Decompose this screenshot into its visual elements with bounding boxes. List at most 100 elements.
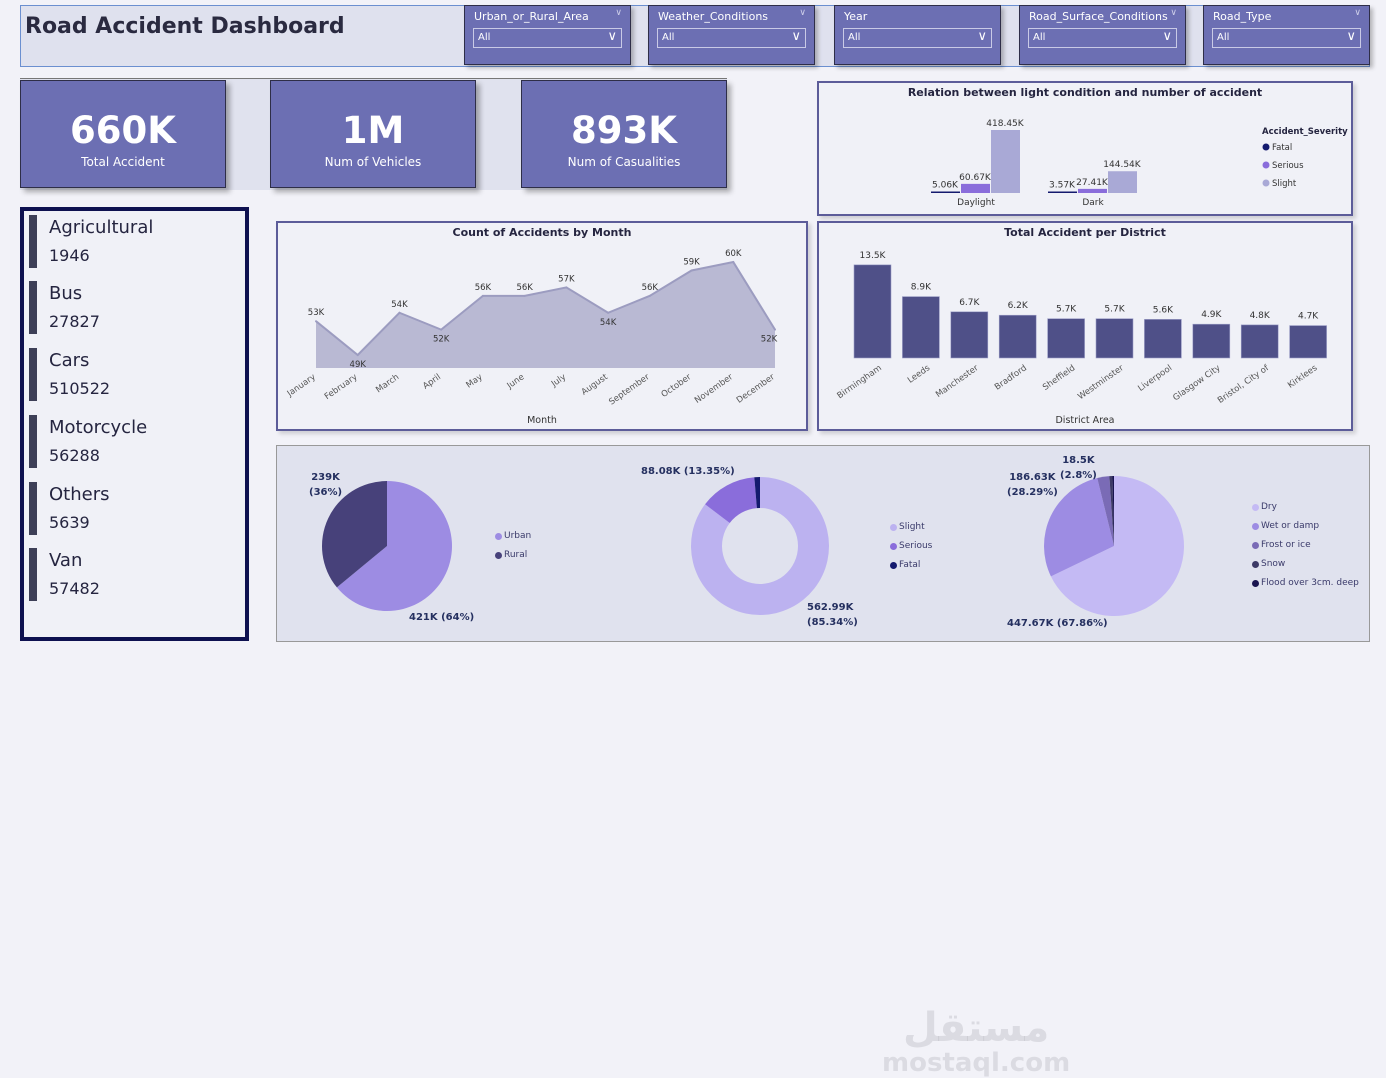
chevron-down-icon[interactable]: ∨ (1354, 8, 1361, 18)
x-tick-label: October (660, 372, 694, 400)
kpi-value: 660K (70, 109, 176, 152)
legend-urban[interactable]: Urban (495, 531, 531, 541)
slice-fatal (754, 477, 760, 509)
legend-label: Wet or damp (1261, 521, 1320, 531)
data-label: 418.45K (986, 119, 1024, 129)
vehicle-name: Bus (49, 283, 83, 304)
filter-road-surface[interactable]: Road_Surface_Conditions ∨ All ∨ (1019, 5, 1186, 65)
area-line (315, 260, 776, 357)
filter-weather[interactable]: Weather_Conditions ∨ All ∨ (648, 5, 815, 65)
accent-bar (29, 415, 37, 468)
data-point (607, 311, 610, 314)
legend-dot (495, 551, 502, 559)
filter-label: Road_Surface_Conditions (1029, 10, 1168, 23)
filter-road-type[interactable]: Road_Type ∨ All ∨ (1203, 5, 1370, 65)
legend-dry[interactable]: Dry (1252, 502, 1277, 512)
filter-select[interactable]: All ∨ (657, 28, 806, 48)
data-point (732, 261, 735, 264)
chevron-down-icon[interactable]: ∨ (799, 8, 806, 18)
vehicle-item: Bus 27827 (29, 281, 239, 341)
legend-rural[interactable]: Rural (495, 550, 527, 560)
filter-value: All (1217, 32, 1230, 43)
filter-select[interactable]: All ∨ (1212, 28, 1361, 48)
bar (853, 264, 892, 359)
vehicle-item: Cars 510522 (29, 348, 239, 408)
light-condition-chart: Relation between light condition and num… (817, 81, 1353, 216)
data-label: 56K (642, 283, 659, 293)
data-label: 5.7K (1104, 305, 1125, 315)
filter-select[interactable]: All ∨ (1028, 28, 1177, 48)
x-tick-label: July (549, 372, 568, 390)
legend-dot (1252, 541, 1259, 549)
bar-slight (1108, 171, 1137, 193)
kpi-value: 893K (571, 109, 677, 152)
x-tick-label: Glasgow City (1171, 363, 1222, 403)
chevron-down-icon: ∨ (1162, 29, 1172, 44)
chevron-down-icon[interactable]: ∨ (1170, 8, 1177, 18)
filter-label: Urban_or_Rural_Area (474, 10, 589, 23)
legend-dot (890, 523, 897, 531)
vehicle-name: Agricultural (49, 217, 154, 238)
label-value: 18.5K (1062, 455, 1095, 466)
data-label: 60K (725, 249, 742, 259)
data-label: 56K (475, 283, 492, 293)
legend-label: Fatal (899, 560, 921, 570)
pie-label: 18.5K (2.8%) (1060, 453, 1097, 483)
vehicle-name: Others (49, 484, 110, 505)
area-fill (316, 262, 775, 368)
pie-label: 186.63K (28.29%) (1007, 470, 1058, 500)
slice-snow (1109, 476, 1114, 546)
x-tick-label: Bristol, City of (1216, 363, 1272, 406)
filter-label: Year (844, 10, 868, 23)
accent-bar (29, 548, 37, 601)
filter-value: All (662, 32, 675, 43)
data-point (648, 294, 651, 297)
filter-select[interactable]: All ∨ (473, 28, 622, 48)
vehicle-item: Motorcycle 56288 (29, 415, 239, 475)
data-label: 53K (308, 308, 325, 318)
legend-frost[interactable]: Frost or ice (1252, 540, 1311, 550)
data-point (356, 354, 359, 356)
legend-slight[interactable]: Slight (890, 522, 925, 532)
legend-snow[interactable]: Snow (1252, 559, 1285, 569)
legend-wet[interactable]: Wet or damp (1252, 521, 1319, 531)
vehicle-count: 1946 (49, 246, 90, 265)
pie-label: 239K (36%) (309, 470, 342, 500)
slice-flood-over-3cm-deep (1112, 476, 1114, 546)
x-tick-label: Leeds (906, 363, 933, 386)
label-percent: (85.34%) (807, 617, 858, 628)
slice-wet-or-damp (1044, 478, 1114, 577)
bar-fatal (931, 191, 960, 193)
data-point (690, 269, 693, 272)
legend-label: Frost or ice (1261, 540, 1311, 550)
vehicle-count: 56288 (49, 446, 100, 465)
data-point (440, 328, 443, 331)
chevron-down-icon: ∨ (791, 29, 801, 44)
bar (998, 314, 1037, 359)
legend-fatal[interactable]: Fatal (890, 560, 920, 570)
filter-select[interactable]: All ∨ (843, 28, 992, 48)
data-label: 144.54K (1103, 160, 1141, 170)
category-label: Daylight (957, 198, 995, 208)
x-tick-label: August (580, 372, 611, 398)
filter-urban-rural[interactable]: Urban_or_Rural_Area ∨ All ∨ (464, 5, 631, 65)
legend-flood[interactable]: Flood over 3cm. deep (1252, 578, 1359, 588)
data-label: 59K (683, 258, 700, 268)
x-tick-label: May (464, 372, 484, 390)
legend-serious[interactable]: Serious (890, 541, 932, 551)
legend-dot (1252, 522, 1259, 530)
data-point (523, 294, 526, 297)
data-label: 5.7K (1056, 305, 1077, 315)
legend-dot (495, 532, 502, 540)
district-chart-svg: 13.5K Birmingham 8.9K Leeds 6.7K Manchester 6.… (836, 251, 1327, 426)
data-label: 27.41K (1076, 178, 1109, 188)
legend-label: Snow (1261, 559, 1286, 569)
chevron-down-icon[interactable]: ∨ (615, 8, 622, 18)
legend-label: Fatal (1272, 143, 1292, 153)
x-tick-label: Sheffield (1041, 363, 1077, 393)
accent-bar (29, 215, 37, 268)
kpi-label: Total Accident (81, 155, 165, 169)
filter-year[interactable]: Year All ∨ (834, 5, 1001, 65)
chart-title: Total Accident per District (1004, 226, 1166, 239)
vehicle-name: Van (49, 550, 83, 571)
